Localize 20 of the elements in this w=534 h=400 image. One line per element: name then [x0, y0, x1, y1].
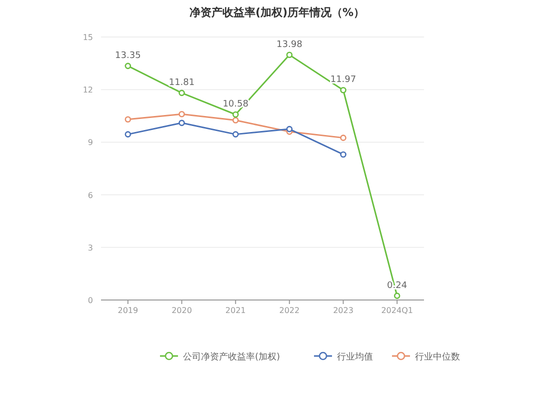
- legend-label: 行业中位数: [415, 352, 460, 362]
- y-tick-label: 15: [82, 33, 93, 42]
- x-tick-label: 2023: [333, 306, 354, 315]
- legend-label: 行业均值: [337, 352, 373, 362]
- data-label: 13.35: [115, 50, 141, 61]
- x-tick-label: 2021: [225, 306, 246, 315]
- data-label: 11.97: [330, 75, 356, 86]
- x-tick-label: 2024Q1: [381, 306, 413, 315]
- data-label: 11.81: [168, 78, 195, 88]
- y-tick-label: 9: [88, 138, 93, 148]
- y-tick-label: 6: [88, 190, 93, 200]
- data-label: 13.98: [276, 40, 303, 50]
- x-tick-label: 2022: [279, 306, 300, 315]
- legend-label: 公司净资产收益率(加权): [183, 352, 280, 362]
- y-tick-label: 0: [88, 296, 93, 305]
- x-tick-label: 2019: [118, 306, 138, 315]
- y-tick-label: 3: [88, 243, 93, 252]
- y-tick-label: 12: [82, 86, 93, 95]
- chart-title: 净资产收益率(加权)历年情况（%）: [189, 6, 365, 19]
- x-tick-label: 2020: [172, 306, 192, 315]
